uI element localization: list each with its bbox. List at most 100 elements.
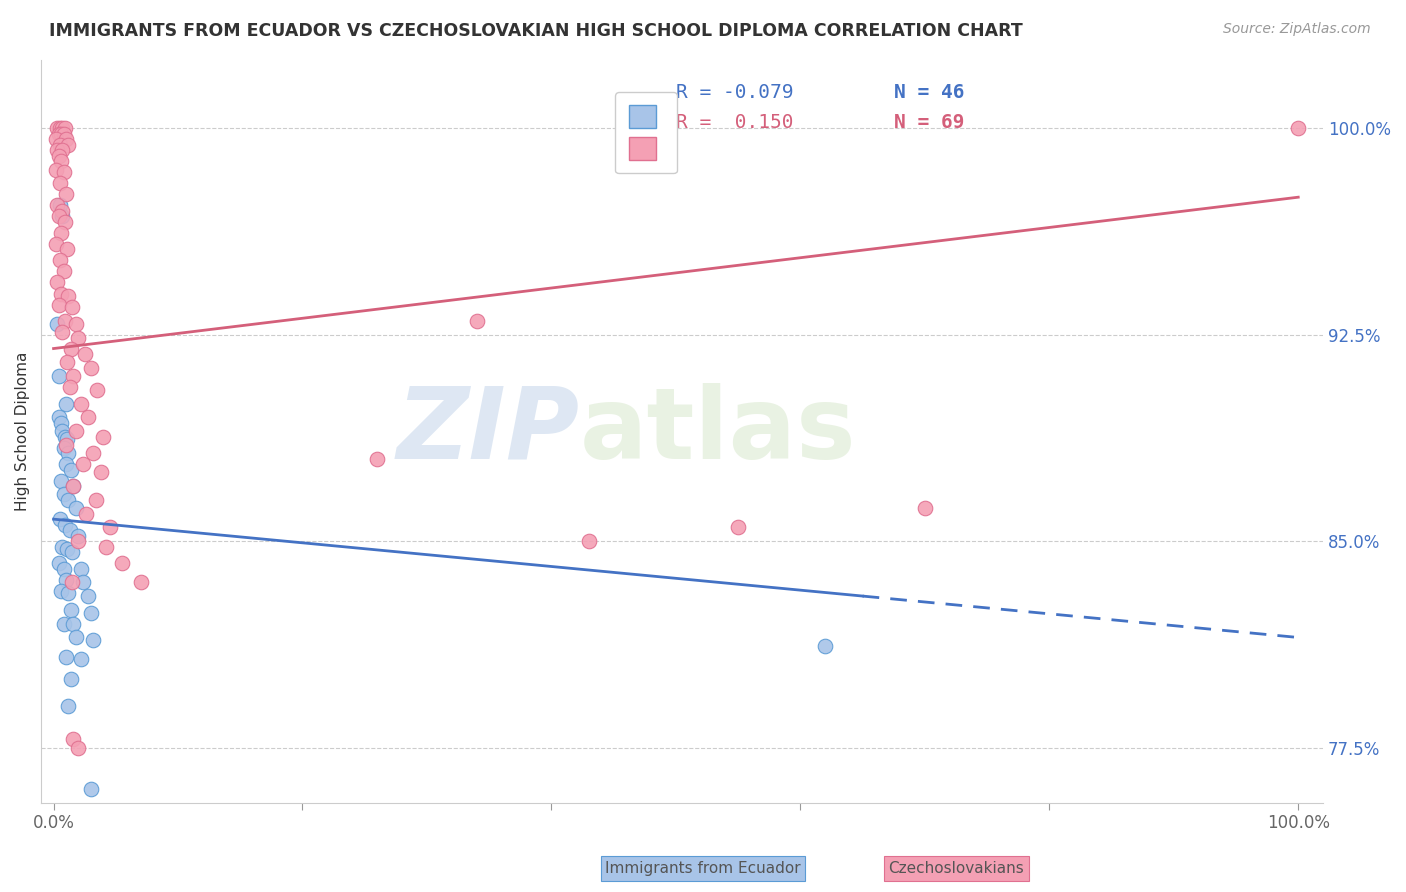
Point [129,575,152,590]
Point [814,639,837,653]
Point [51,424,73,438]
Point [52,562,75,576]
Point [51,203,73,218]
Point [62,369,84,384]
Point [58,289,80,303]
Point [46,317,69,331]
Point [56,355,79,369]
Point [80,781,103,796]
Point [77,410,100,425]
Point [48,127,70,141]
Point [55,187,77,202]
Point [62,479,84,493]
Point [58,586,80,600]
Point [49,474,72,488]
Legend: , : , [614,92,678,173]
Point [65,501,87,516]
Point [49,177,72,191]
Point [366,451,388,466]
Point [53,121,76,136]
Point [45,237,67,252]
Text: Source: ZipAtlas.com: Source: ZipAtlas.com [1223,22,1371,37]
Point [86,383,108,397]
Point [59,342,82,356]
Point [62,616,84,631]
Text: ZIP: ZIP [396,383,579,480]
Text: N = 69: N = 69 [894,113,965,132]
Point [55,457,77,471]
Point [727,520,749,534]
Point [55,573,77,587]
Point [56,243,79,257]
Point [45,162,67,177]
Point [49,416,72,430]
Point [48,149,70,163]
Point [46,121,69,136]
Point [59,523,82,537]
Point [72,575,94,590]
Point [80,360,103,375]
Text: R = -0.079: R = -0.079 [676,83,793,103]
Point [52,264,75,278]
Point [56,433,79,447]
Text: R =  0.150: R = 0.150 [676,113,793,132]
Point [55,649,77,664]
Point [45,132,67,146]
Point [48,210,70,224]
Point [49,154,72,169]
Point [49,137,72,152]
Point [59,462,82,476]
Point [73,347,96,361]
Point [48,556,70,570]
Point [70,396,93,410]
Point [77,589,100,603]
Point [59,672,82,686]
Point [75,507,97,521]
Point [59,603,82,617]
Point [65,631,87,645]
Point [49,127,72,141]
Y-axis label: High School Diploma: High School Diploma [15,351,30,511]
Point [58,699,80,714]
Point [62,479,84,493]
Point [67,740,90,755]
Point [53,314,76,328]
Point [58,492,80,507]
Point [51,540,73,554]
Point [53,517,76,532]
Point [1286,121,1309,136]
Point [65,317,87,331]
Point [52,441,75,455]
Point [49,226,72,240]
Point [51,210,73,224]
Point [46,144,69,158]
Point [84,492,107,507]
Point [53,429,76,443]
Point [60,545,83,559]
Text: atlas: atlas [579,383,856,480]
Point [51,144,73,158]
Point [53,215,76,229]
Point [80,606,103,620]
Point [465,314,488,328]
Point [58,446,80,460]
Point [52,127,75,141]
Point [93,429,115,443]
Point [49,253,72,268]
Point [49,583,72,598]
Point [65,424,87,438]
Point [111,556,134,570]
Point [59,380,82,394]
Point [67,529,90,543]
Point [56,542,79,557]
Point [52,165,75,179]
Point [67,534,90,549]
Point [52,616,75,631]
Point [48,369,70,384]
Point [82,446,104,460]
Point [55,438,77,452]
Point [914,501,936,516]
Point [49,512,72,526]
Point [48,410,70,425]
Text: N = 46: N = 46 [894,83,965,103]
